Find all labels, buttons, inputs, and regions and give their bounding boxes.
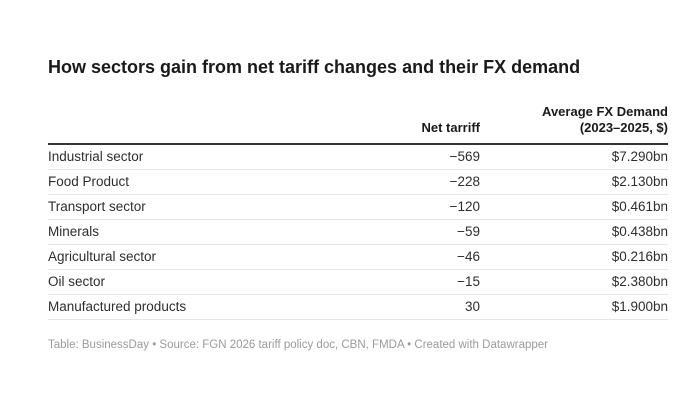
column-header-fx-demand: Average FX Demand (2023–2025, $) [480, 104, 668, 145]
fx-header-line1: Average FX Demand [542, 104, 668, 119]
cell-fx-demand: $0.461bn [480, 194, 668, 220]
cell-fx-demand: $2.130bn [480, 169, 668, 195]
cell-net-tariff: −59 [328, 219, 480, 245]
table-row: Minerals −59 $0.438bn [48, 219, 668, 245]
column-header-net-tariff: Net tarriff [328, 104, 480, 145]
sector-tariff-table: Net tarriff Average FX Demand (2023–2025… [48, 104, 668, 320]
cell-fx-demand: $7.290bn [480, 144, 668, 170]
cell-net-tariff: −46 [328, 244, 480, 270]
cell-net-tariff: −228 [328, 169, 480, 195]
cell-net-tariff: −569 [328, 144, 480, 170]
table-body: Industrial sector −569 $7.290bn Food Produc… [48, 144, 668, 320]
cell-sector: Minerals [48, 219, 328, 245]
cell-sector: Oil sector [48, 269, 328, 295]
cell-fx-demand: $1.900bn [480, 294, 668, 320]
cell-sector: Transport sector [48, 194, 328, 220]
cell-net-tariff: −15 [328, 269, 480, 295]
table-row: Industrial sector −569 $7.290bn [48, 144, 668, 170]
table-row: Manufactured products 30 $1.900bn [48, 294, 668, 320]
cell-fx-demand: $0.438bn [480, 219, 668, 245]
header-row: Net tarriff Average FX Demand (2023–2025… [48, 104, 668, 145]
cell-sector: Industrial sector [48, 144, 328, 170]
table-row: Transport sector −120 $0.461bn [48, 194, 668, 220]
table-row: Oil sector −15 $2.380bn [48, 269, 668, 295]
cell-net-tariff: 30 [328, 294, 480, 320]
column-header-sector [48, 104, 328, 145]
page-title: How sectors gain from net tariff changes… [48, 57, 581, 77]
cell-net-tariff: −120 [328, 194, 480, 220]
cell-sector: Agricultural sector [48, 244, 328, 270]
table-header: Net tarriff Average FX Demand (2023–2025… [48, 104, 668, 145]
table-row: Agricultural sector −46 $0.216bn [48, 244, 668, 270]
cell-fx-demand: $2.380bn [480, 269, 668, 295]
cell-fx-demand: $0.216bn [480, 244, 668, 270]
cell-sector: Manufactured products [48, 294, 328, 320]
attribution-text: Table: BusinessDay • Source: FGN 2026 ta… [48, 339, 548, 351]
table-row: Food Product −228 $2.130bn [48, 169, 668, 195]
cell-sector: Food Product [48, 169, 328, 195]
fx-header-line2: (2023–2025, $) [579, 120, 668, 135]
